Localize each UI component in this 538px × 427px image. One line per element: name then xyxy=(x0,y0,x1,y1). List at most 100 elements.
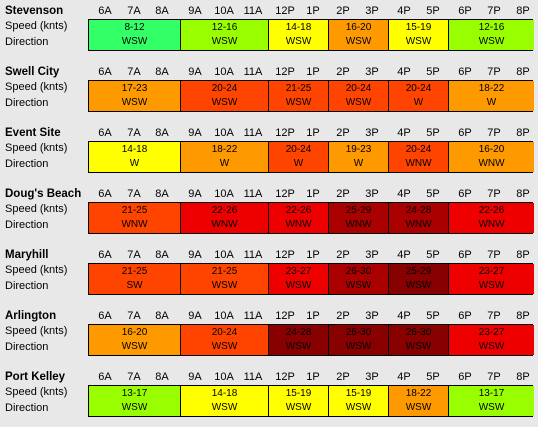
hour-label: 10A xyxy=(214,371,234,383)
direction-value: WSW xyxy=(405,402,432,413)
forecast-cell: 15-19 WSW xyxy=(269,386,329,416)
speed-value: 21-25 xyxy=(121,266,148,277)
forecast-cell: 14-18 W xyxy=(89,142,181,172)
speed-value: 15-19 xyxy=(405,22,432,33)
speed-value: 25-29 xyxy=(345,205,372,216)
hour-label: 7A xyxy=(127,371,141,383)
speed-value: 13-17 xyxy=(478,388,505,399)
speed-value: 14-18 xyxy=(211,388,238,399)
speed-value: 13-17 xyxy=(121,388,148,399)
hour-label: 7P xyxy=(487,371,501,383)
hour-label: 8P xyxy=(516,127,530,139)
forecast-cell: 21-25 WSW xyxy=(181,264,269,294)
forecast-cell: 26-30 WSW xyxy=(329,325,389,355)
hour-label: 7P xyxy=(487,249,501,261)
hour-label: 1P xyxy=(306,371,320,383)
speed-value: 14-18 xyxy=(285,22,312,33)
speed-value: 20-24 xyxy=(211,327,238,338)
station-name[interactable]: Arlington xyxy=(5,310,57,322)
hour-label: 4P xyxy=(397,249,411,261)
hour-label: 12P xyxy=(275,249,295,261)
forecast-cell: 25-29 WNW xyxy=(329,203,389,233)
hour-label: 3P xyxy=(365,5,379,17)
hour-label: 2P xyxy=(336,66,350,78)
hour-label: 12P xyxy=(275,310,295,322)
station-block: Doug's Beach 6A 7A 8A 9A 10A 11A 12P 1P 2P 3P 4P 5P 6… xyxy=(0,183,538,244)
hour-label: 11A xyxy=(243,249,263,261)
forecast-cells: 16-20 WSW 20-24 WSW 24-28 WSW 26-30 WSW 26-30 WSW… xyxy=(88,324,534,356)
forecast-cell: 16-20 WSW xyxy=(329,20,389,50)
hour-label: 6A xyxy=(98,5,112,17)
hour-label: 8P xyxy=(516,5,530,17)
station-name[interactable]: Port Kelley xyxy=(5,371,66,383)
speed-value: 12-16 xyxy=(211,22,238,33)
forecast-cell: 16-20 WSW xyxy=(89,325,181,355)
hour-label: 6P xyxy=(458,188,472,200)
hour-label: 8A xyxy=(155,371,169,383)
hour-label: 7A xyxy=(127,66,141,78)
hour-label: 7A xyxy=(127,310,141,322)
hour-label: 6A xyxy=(98,66,112,78)
speed-value: 21-25 xyxy=(121,205,148,216)
station-block: Swell City 6A 7A 8A 9A 10A 11A 12P 1P 2P 3P 4P 5P 6P 7… xyxy=(0,61,538,122)
speed-value: 26-30 xyxy=(405,327,432,338)
hour-label: 4P xyxy=(397,310,411,322)
hour-label: 9A xyxy=(188,371,202,383)
station-name[interactable]: Swell City xyxy=(5,66,60,78)
speed-value: 18-22 xyxy=(211,144,238,155)
direction-value: WNW xyxy=(285,219,312,230)
speed-value: 16-20 xyxy=(345,22,372,33)
hour-label: 9A xyxy=(188,5,202,17)
hour-label: 9A xyxy=(188,127,202,139)
forecast-cell: 22-26 WNW xyxy=(269,203,329,233)
station-name[interactable]: Event Site xyxy=(5,127,61,139)
hour-label: 8A xyxy=(155,310,169,322)
hour-label: 1P xyxy=(306,66,320,78)
speed-value: 8-12 xyxy=(124,22,145,33)
speed-value: 23-27 xyxy=(478,266,505,277)
direction-value: WNW xyxy=(121,219,148,230)
station-name[interactable]: Stevenson xyxy=(5,5,64,17)
hour-label: 9A xyxy=(188,249,202,261)
forecast-cell: 22-26 WNW xyxy=(449,203,534,233)
hour-label: 10A xyxy=(214,188,234,200)
forecast-cell: 24-28 WSW xyxy=(269,325,329,355)
direction-label: Direction xyxy=(5,402,49,414)
direction-value: W xyxy=(129,158,140,169)
direction-value: WSW xyxy=(211,97,238,108)
station-name[interactable]: Maryhill xyxy=(5,249,49,261)
hour-label: 3P xyxy=(365,371,379,383)
direction-label: Direction xyxy=(5,219,49,231)
direction-value: SW xyxy=(126,280,143,291)
direction-value: WSW xyxy=(478,402,505,413)
speed-value: 21-25 xyxy=(285,83,312,94)
speed-value: 26-30 xyxy=(345,266,372,277)
direction-value: WSW xyxy=(285,97,312,108)
station-name[interactable]: Doug's Beach xyxy=(5,188,82,200)
forecast-cell: 15-19 WSW xyxy=(329,386,389,416)
hour-label: 7P xyxy=(487,5,501,17)
hour-label: 5P xyxy=(426,249,440,261)
station-block: Maryhill 6A 7A 8A 9A 10A 11A 12P 1P 2P 3P 4P 5P 6P 7P 8… xyxy=(0,244,538,305)
direction-value: WSW xyxy=(405,280,432,291)
direction-value: WSW xyxy=(405,36,432,47)
hour-label: 6P xyxy=(458,127,472,139)
speed-value: 21-25 xyxy=(211,266,238,277)
hour-label: 8P xyxy=(516,66,530,78)
hour-label: 5P xyxy=(426,310,440,322)
hour-label: 3P xyxy=(365,188,379,200)
direction-value: W xyxy=(353,158,364,169)
direction-value: WSW xyxy=(211,280,238,291)
forecast-cell: 14-18 WSW xyxy=(269,20,329,50)
hour-label: 7A xyxy=(127,188,141,200)
direction-label: Direction xyxy=(5,341,49,353)
hour-label: 2P xyxy=(336,371,350,383)
forecast-cell: 19-23 W xyxy=(329,142,389,172)
speed-value: 26-30 xyxy=(345,327,372,338)
speed-value: 18-22 xyxy=(478,83,505,94)
forecast-cell: 12-16 WSW xyxy=(449,20,534,50)
hour-label: 12P xyxy=(275,371,295,383)
direction-value: WNW xyxy=(478,158,505,169)
hour-label: 4P xyxy=(397,188,411,200)
forecast-cell: 18-22 W xyxy=(449,81,534,111)
